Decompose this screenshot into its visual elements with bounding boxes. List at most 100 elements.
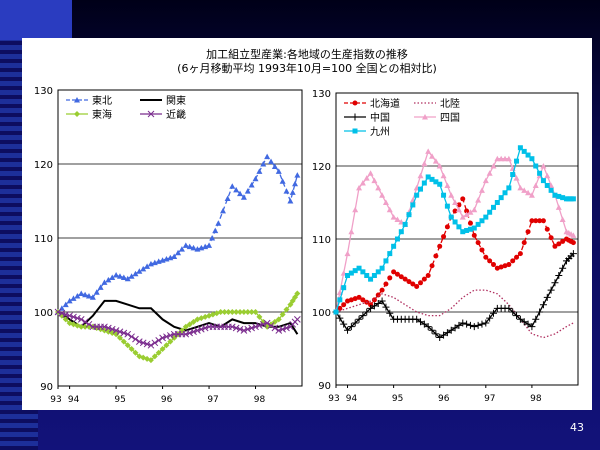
- data-point-中国: [386, 309, 394, 317]
- x-tick-label: 96: [438, 394, 450, 404]
- data-point-四国: [448, 192, 455, 198]
- data-point-四国: [559, 216, 566, 223]
- data-point-近畿: [166, 332, 174, 339]
- data-point-九州: [348, 270, 354, 276]
- data-point-四国: [379, 192, 386, 198]
- data-point-北海道: [556, 241, 562, 247]
- data-point-北海道: [514, 254, 520, 260]
- data-point-九州: [448, 214, 454, 220]
- data-point-近畿: [194, 327, 201, 334]
- data-point-九州: [394, 236, 400, 242]
- data-point-近畿: [77, 316, 85, 323]
- data-point-近畿: [232, 324, 240, 332]
- data-point-中国: [363, 308, 371, 316]
- data-point-東海: [163, 342, 170, 349]
- data-point-九州: [494, 200, 500, 205]
- data-point-四国: [348, 228, 355, 235]
- data-point-中国: [482, 319, 490, 327]
- data-point-東海: [82, 323, 89, 330]
- data-point-北海道: [433, 253, 439, 259]
- data-point-東北: [97, 284, 104, 290]
- legend-label-中国: 中国: [370, 111, 390, 124]
- data-point-四国: [394, 216, 401, 223]
- data-point-九州: [444, 203, 450, 209]
- data-point-近畿: [256, 322, 263, 329]
- data-point-北海道: [337, 305, 343, 311]
- data-point-東北: [256, 168, 263, 174]
- data-point-九州: [441, 192, 447, 198]
- data-point-東海: [116, 334, 123, 341]
- data-point-東北: [292, 180, 299, 187]
- data-point-中国: [340, 320, 348, 328]
- data-point-東海: [256, 313, 263, 320]
- data-point-中国: [420, 320, 428, 328]
- data-point-北海道: [552, 243, 558, 249]
- data-point-中国: [347, 323, 355, 331]
- data-point-四国: [505, 155, 512, 162]
- x-tick-label: 97: [207, 395, 218, 405]
- data-point-東北: [248, 181, 255, 188]
- data-point-中国: [524, 320, 532, 328]
- data-point-北海道: [548, 235, 554, 241]
- data-point-近畿: [143, 340, 151, 348]
- data-point-東北: [178, 246, 185, 252]
- data-point-近畿: [74, 314, 81, 322]
- data-point-九州: [460, 229, 466, 235]
- data-point-近畿: [267, 322, 275, 329]
- data-point-四国: [532, 182, 539, 188]
- data-point-東北: [78, 290, 85, 296]
- data-point-九州: [467, 226, 473, 232]
- data-point-中国: [569, 250, 577, 258]
- data-point-四国: [570, 232, 577, 238]
- data-point-四国: [494, 155, 501, 162]
- y-tick-label: 130: [312, 89, 331, 100]
- data-point-四国: [467, 209, 474, 215]
- data-point-中国: [367, 304, 375, 312]
- data-point-北海道: [348, 297, 354, 303]
- data-point-中国: [447, 326, 455, 334]
- data-point-近畿: [182, 330, 190, 338]
- data-point-近畿: [190, 328, 197, 336]
- data-point-九州: [437, 181, 443, 187]
- data-point-近畿: [275, 327, 283, 334]
- data-point-近畿: [159, 334, 166, 342]
- data-point-東海: [248, 309, 255, 315]
- data-point-東北: [136, 268, 143, 274]
- data-point-九州: [525, 152, 531, 158]
- data-point-九州: [433, 179, 439, 185]
- data-point-四国: [422, 114, 428, 120]
- y-tick-label: 90: [40, 382, 53, 393]
- data-point-四国: [478, 187, 485, 193]
- data-point-中国: [486, 314, 494, 322]
- data-point-中国: [432, 330, 440, 338]
- data-point-九州: [352, 268, 358, 274]
- data-point-四国: [463, 211, 470, 218]
- data-point-近畿: [70, 313, 77, 321]
- data-point-東北: [209, 235, 216, 241]
- data-point-中国: [539, 301, 547, 309]
- data-point-北海道: [398, 274, 404, 280]
- data-point-近畿: [186, 329, 194, 337]
- data-point-東海: [233, 309, 240, 315]
- data-point-四国: [371, 177, 378, 184]
- data-point-九州: [498, 195, 504, 201]
- data-point-中国: [443, 329, 451, 337]
- data-point-東北: [113, 272, 120, 278]
- data-point-四国: [455, 206, 462, 213]
- data-point-東海: [147, 357, 154, 364]
- page-number: 43: [570, 421, 584, 434]
- data-point-東海: [155, 349, 162, 356]
- data-point-中国: [509, 308, 517, 316]
- data-point-近畿: [132, 335, 139, 343]
- data-point-東北: [271, 163, 278, 169]
- data-point-九州: [540, 178, 546, 184]
- data-point-四国: [375, 184, 382, 191]
- data-point-北海道: [414, 283, 420, 289]
- x-tick-label: 93: [50, 395, 61, 405]
- data-point-九州: [529, 156, 535, 162]
- data-point-近畿: [54, 308, 62, 316]
- data-point-九州: [398, 229, 404, 235]
- data-point-東海: [159, 346, 166, 352]
- data-point-東海: [294, 290, 301, 297]
